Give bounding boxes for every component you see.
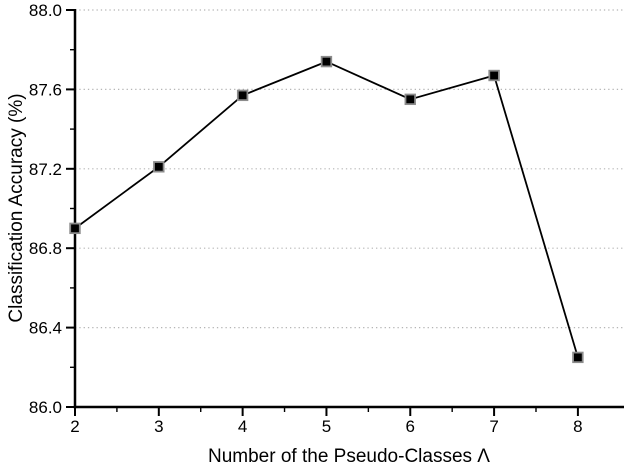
y-axis-title: Classification Accuracy (%) [6, 93, 27, 322]
data-point-marker [488, 69, 500, 82]
data-point-marker [572, 351, 584, 364]
y-tick-label: 86.0 [29, 398, 62, 417]
y-tick-label: 87.2 [29, 160, 62, 179]
tick-labels: 86.0 86.4 86.8 87.2 87.6 88.0 2 3 4 5 6 7 8 [29, 1, 583, 436]
x-tick-label: 8 [573, 417, 582, 436]
x-tick-label: 7 [489, 417, 498, 436]
y-tick-label: 87.6 [29, 80, 62, 99]
data-line [74, 60, 579, 358]
gridlines [75, 9, 624, 329]
y-tick-label: 86.8 [29, 239, 62, 258]
x-tick-label: 5 [322, 417, 331, 436]
x-tick-label: 2 [70, 417, 79, 436]
x-tick-label: 6 [406, 417, 415, 436]
x-tick-label: 3 [154, 417, 163, 436]
data-point-marker [404, 93, 416, 106]
axes [66, 9, 624, 416]
x-tick-label: 4 [238, 417, 247, 436]
y-tick-label: 86.4 [29, 319, 62, 338]
x-axis-title: Number of the Pseudo-Classes Λ [208, 446, 490, 467]
data-point-marker [69, 222, 81, 235]
data-point-marker [236, 89, 249, 102]
y-tick-label: 88.0 [29, 1, 62, 20]
data-series [69, 55, 584, 364]
data-point-marker [153, 161, 165, 173]
data-point-marker [320, 55, 333, 68]
